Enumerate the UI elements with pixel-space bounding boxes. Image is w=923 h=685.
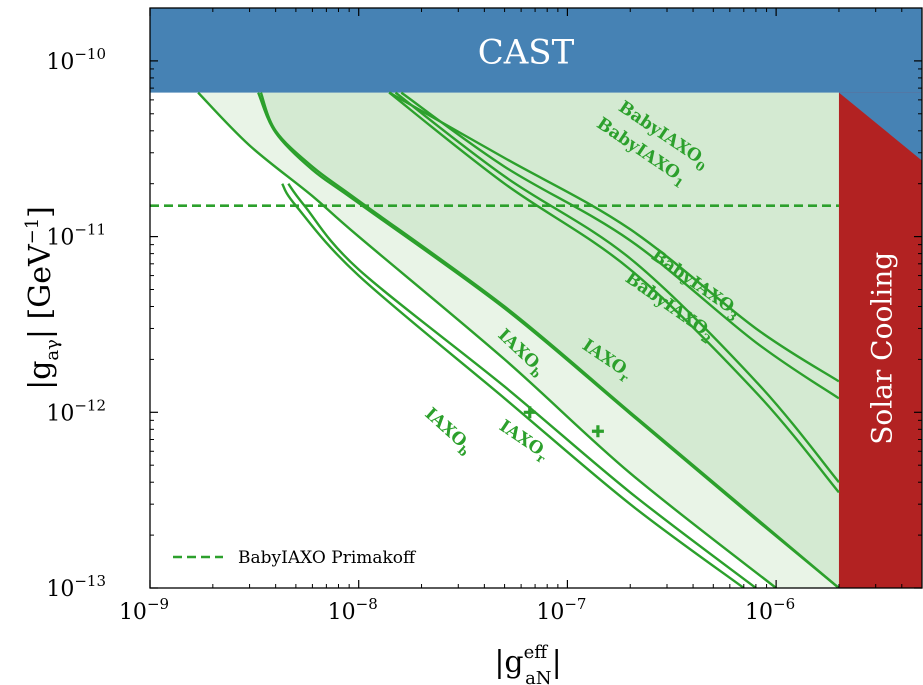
- x-axis-title-part: eff: [524, 642, 549, 663]
- y-axis-title: |gaγ| [GeV−1]: [22, 206, 63, 390]
- x-tick-label: 10−6: [745, 595, 795, 625]
- curve-iaxor_upper: [257, 92, 840, 588]
- curve-iaxob_outer: [197, 91, 777, 588]
- tick-base: 10: [119, 600, 147, 625]
- y-axis-title-part: | [GeV: [23, 243, 58, 339]
- tick-base: 10: [46, 226, 74, 251]
- solar-cooling-region: [838, 92, 922, 588]
- plot-frame: [149, 7, 923, 589]
- tick-exp: −6: [773, 595, 795, 613]
- x-axis-title-part: aN: [525, 668, 551, 685]
- x-tick-label: 10−7: [536, 595, 586, 625]
- tick-base: 10: [46, 577, 74, 602]
- y-tick-label: 10−10: [46, 45, 106, 75]
- y-tick-label: 10−13: [46, 572, 106, 602]
- curve-iaxor_lower: [287, 182, 757, 588]
- x-tick-label: 10−9: [119, 595, 169, 625]
- curve-babyiaxo1: [400, 91, 840, 400]
- x-tick-label: 10−8: [328, 595, 378, 625]
- cast-label: CAST: [478, 32, 575, 72]
- curve-babyiaxo2: [388, 91, 840, 494]
- tick-base: 10: [536, 600, 564, 625]
- x-axis-title-part: |g: [494, 645, 523, 680]
- tick-exp: −8: [356, 595, 378, 613]
- cast-region-wedge: [838, 92, 922, 161]
- tick-exp: −12: [74, 396, 106, 414]
- y-tick-label: 10−11: [46, 221, 106, 251]
- tick-exp: −13: [74, 572, 106, 590]
- curve-babyiaxo0: [388, 91, 840, 383]
- IAXOr-marker: [591, 425, 604, 438]
- y-tick-label: 10−12: [46, 396, 106, 426]
- tick-base: 10: [745, 600, 773, 625]
- curve-babyiaxo3: [394, 91, 840, 483]
- y-axis-title-part: ]: [23, 206, 58, 218]
- tick-exp: −9: [147, 595, 169, 613]
- tick-exp: −7: [564, 595, 586, 613]
- tick-base: 10: [328, 600, 356, 625]
- solar-cooling-label: Solar Cooling: [865, 252, 898, 445]
- sensitivity-fill: [260, 92, 839, 588]
- x-axis-title-part: |: [552, 645, 562, 680]
- curve-label-iaxor_lower: IAXOr: [494, 416, 553, 466]
- y-axis-title-part: |g: [23, 361, 58, 390]
- tick-exp: −11: [74, 221, 106, 239]
- tick-base: 10: [46, 401, 74, 426]
- tick-exp: −10: [74, 45, 106, 63]
- curve-label-iaxob_lower: IAXOb: [419, 404, 477, 459]
- x-axis-title: |geff aN|: [494, 642, 561, 685]
- tick-base: 10: [46, 50, 74, 75]
- legend-label-primakoff: BabyIAXO Primakoff: [238, 548, 417, 568]
- y-axis-title-part: aγ: [42, 339, 63, 361]
- y-axis-title-part: −1: [22, 218, 43, 245]
- IAXOb-marker: [523, 406, 536, 419]
- cast-region: [150, 8, 922, 93]
